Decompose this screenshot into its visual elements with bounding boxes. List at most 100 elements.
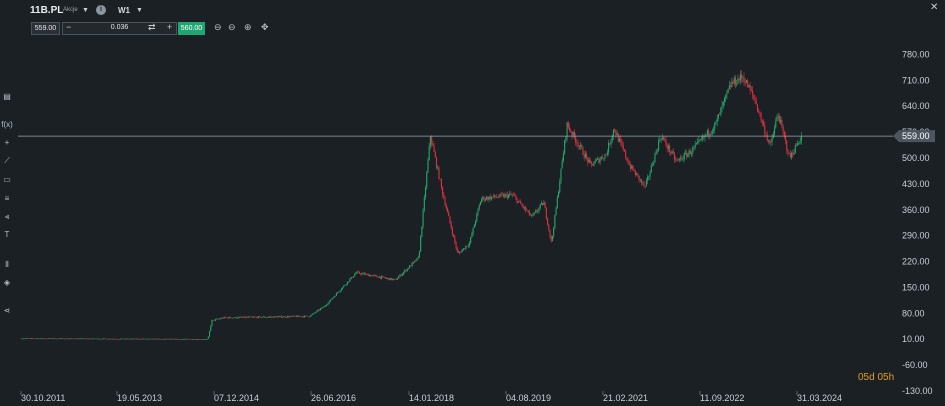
zoom-in-icon[interactable]: ⊕ — [244, 22, 252, 32]
candle-body — [656, 150, 658, 151]
swap-icon[interactable]: ⇄ — [148, 22, 156, 32]
quantity-input[interactable]: 0.036 — [110, 24, 129, 31]
candle-body — [57, 338, 59, 340]
candle-body — [579, 144, 582, 147]
symbol-name[interactable]: 11B.PL — [30, 5, 64, 16]
candle-body — [499, 193, 501, 197]
candle-body — [216, 318, 218, 320]
symbol-dropdown-icon[interactable]: ▼ — [82, 7, 89, 14]
candle-body — [363, 273, 366, 275]
candle-body — [162, 338, 164, 340]
candle-body — [235, 317, 237, 319]
pan-icon[interactable]: ✥ — [261, 22, 269, 32]
candle-body — [792, 152, 794, 155]
candle-body — [340, 289, 342, 291]
candle-body — [417, 257, 419, 259]
candle-body — [239, 316, 241, 318]
candle-body — [23, 338, 25, 340]
candle-body — [366, 273, 368, 275]
candle-body — [726, 92, 728, 95]
candle-body — [133, 338, 135, 340]
candle-body — [479, 202, 481, 206]
candle-body — [665, 139, 667, 145]
candle-body — [174, 338, 176, 340]
candle-body — [143, 338, 145, 340]
quantity-stepper[interactable]: − 0.036 ⇄ + — [62, 22, 177, 35]
candle-body — [749, 85, 751, 90]
candle-body — [296, 315, 298, 317]
rectangle-icon[interactable]: ▭ — [3, 175, 11, 184]
candle-body — [362, 273, 364, 274]
candle-body — [35, 338, 37, 340]
interval-selector[interactable]: W1 — [118, 6, 130, 15]
candle-body — [723, 98, 726, 102]
candle-body — [525, 207, 527, 211]
info-icon[interactable]: i — [96, 5, 106, 15]
candle-body — [215, 319, 217, 321]
candle-body — [446, 208, 449, 212]
candle-body — [163, 338, 165, 340]
candle-body — [677, 159, 679, 161]
candle-body — [487, 197, 489, 200]
candle-body — [54, 338, 56, 340]
candle-body — [280, 316, 283, 318]
buy-button[interactable]: 560.00 — [178, 22, 205, 35]
candle-body — [456, 247, 458, 252]
candle-body — [440, 179, 442, 188]
increase-quantity-button[interactable]: + — [167, 22, 173, 32]
candle-body — [743, 77, 745, 83]
candle-body — [557, 191, 560, 198]
candle-body — [22, 338, 24, 340]
candle-body — [234, 317, 236, 318]
candle-body — [575, 136, 577, 143]
candle-body — [104, 338, 106, 340]
bars-icon[interactable]: ⦀ — [5, 260, 9, 269]
candle-body — [232, 317, 234, 319]
candle-body — [126, 338, 128, 340]
sell-button[interactable]: 559.00 — [31, 22, 60, 35]
candle-body — [658, 140, 660, 151]
candle-body — [710, 133, 712, 134]
candle-body — [461, 249, 463, 253]
candle-body — [799, 140, 801, 143]
candle-body — [382, 276, 384, 277]
candle-body — [298, 315, 300, 317]
zoom-out-icon[interactable]: ⊖ — [228, 22, 236, 32]
candle-body — [52, 338, 54, 340]
y-tick-label: 80.00 — [902, 308, 925, 318]
candle-body — [564, 140, 566, 154]
crosshair-icon[interactable]: + — [4, 138, 10, 147]
candle-body — [107, 339, 109, 340]
candle-body — [586, 154, 588, 158]
indicators-icon[interactable]: f(x) — [1, 120, 13, 129]
x-tick-label: 31.03.2024 — [797, 393, 842, 403]
text-tool-icon[interactable]: T — [4, 230, 10, 239]
candle-body — [758, 110, 760, 113]
decrease-quantity-button[interactable]: − — [66, 22, 72, 32]
chart-type-icon[interactable]: ▤ — [3, 92, 11, 101]
candle-body — [659, 140, 661, 141]
candle-body — [582, 147, 584, 155]
candle-body — [766, 134, 768, 141]
share-icon[interactable]: ⋖ — [3, 306, 11, 315]
candle-body — [385, 278, 388, 279]
candle-body — [188, 338, 190, 340]
pitchfork-icon[interactable]: ⫷ — [4, 212, 10, 221]
candle-body — [645, 180, 647, 187]
candle-body — [781, 120, 783, 126]
settings-adjust-icon[interactable]: ⊖ — [214, 22, 222, 32]
candle-body — [421, 226, 423, 237]
close-icon[interactable]: ✕ — [930, 2, 939, 13]
candle-body — [775, 121, 777, 128]
layers-icon[interactable]: ◈ — [3, 278, 11, 287]
y-tick-label: -130.00 — [902, 386, 933, 396]
trendline-icon[interactable]: ⟋ — [4, 156, 10, 165]
candle-body — [345, 284, 347, 285]
candle-body — [191, 339, 194, 340]
fibonacci-icon[interactable]: ≡ — [4, 194, 10, 203]
candle-body — [307, 316, 309, 317]
candle-body — [393, 278, 395, 280]
interval-dropdown-icon[interactable]: ▼ — [136, 7, 143, 14]
candle-body — [538, 207, 540, 211]
